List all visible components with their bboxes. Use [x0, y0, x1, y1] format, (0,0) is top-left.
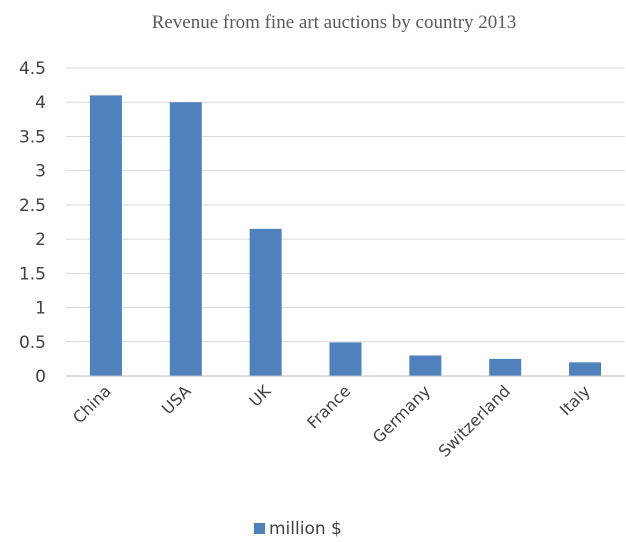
- bars: [89, 95, 602, 376]
- chart-title: Revenue from fine art auctions by countr…: [152, 12, 517, 33]
- x-tick-label-usa: USA: [158, 381, 195, 418]
- legend-swatch: [254, 523, 265, 534]
- y-tick-label: 2.5: [19, 196, 46, 216]
- y-axis-ticks: 0 0.5 1 1.5 2 2.5 3 3.5 4 4.5: [19, 59, 46, 387]
- y-tick-label: 3: [35, 162, 46, 182]
- bar-china: [89, 95, 122, 376]
- x-axis-labels: China USA UK France Germany Switzerland Italy: [69, 381, 594, 461]
- y-tick-label: 4.5: [19, 59, 46, 79]
- x-tick-label-france: France: [303, 381, 354, 432]
- y-tick-label: 1: [35, 299, 46, 319]
- y-tick-label: 1.5: [19, 264, 46, 284]
- x-tick-label-switzerland: Switzerland: [435, 381, 514, 460]
- gridlines: [66, 67, 625, 343]
- x-tick-label-uk: UK: [245, 381, 274, 410]
- x-tick-label-italy: Italy: [556, 381, 594, 419]
- bar-italy: [569, 362, 602, 376]
- legend: million $: [254, 519, 342, 539]
- y-tick-label: 0: [35, 367, 46, 387]
- y-tick-label: 3.5: [19, 127, 46, 147]
- y-tick-label: 2: [35, 230, 46, 250]
- y-tick-label: 0.5: [19, 333, 46, 353]
- bar-uk: [249, 228, 282, 376]
- x-tick-label-germany: Germany: [369, 381, 434, 446]
- bar-switzerland: [489, 358, 522, 376]
- x-tick-label-china: China: [69, 381, 115, 427]
- legend-label-million: million $: [269, 519, 342, 539]
- y-tick-label: 4: [35, 93, 46, 113]
- bar-france: [329, 342, 362, 376]
- bar-germany: [409, 355, 442, 376]
- bar-usa: [169, 102, 202, 376]
